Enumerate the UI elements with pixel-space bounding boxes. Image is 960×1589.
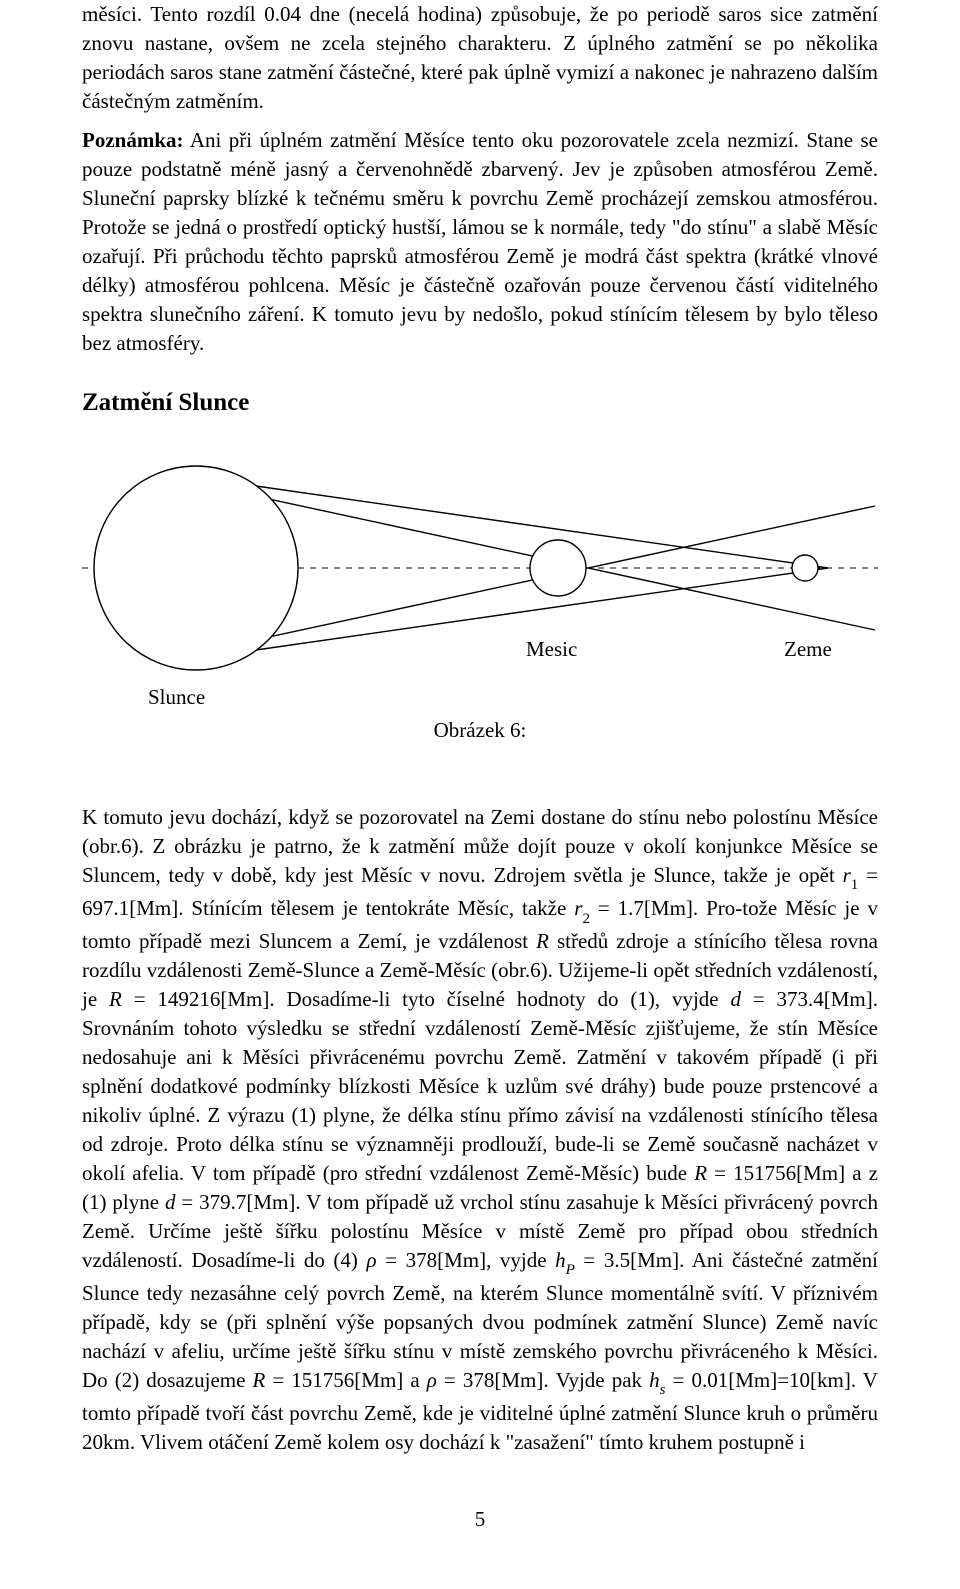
poznamka-label: Poznámka: (82, 128, 184, 152)
paragraph-poznamka: Poznámka: Ani při úplném zatmění Měsíce … (82, 126, 878, 358)
poznamka-text: Ani při úplném zatmění Měsíce tento oku … (82, 128, 878, 355)
svg-text:Slunce: Slunce (148, 685, 205, 708)
eclipse-diagram: Slunce Mesic Zeme (82, 450, 878, 708)
paragraph-saros: měsíci. Tento rozdíl 0.04 dne (necelá ho… (82, 0, 878, 116)
svg-text:Zeme: Zeme (784, 637, 832, 661)
figure-caption: Obrázek 6: (82, 716, 878, 745)
page-number: 5 (82, 1505, 878, 1534)
heading-zatmeni-slunce: Zatmění Slunce (82, 386, 878, 421)
figure-eclipse: Slunce Mesic Zeme (82, 450, 878, 708)
paragraph-solar-eclipse: K tomuto jevu dochází, když se pozorovat… (82, 803, 878, 1457)
svg-text:Mesic: Mesic (526, 637, 577, 661)
